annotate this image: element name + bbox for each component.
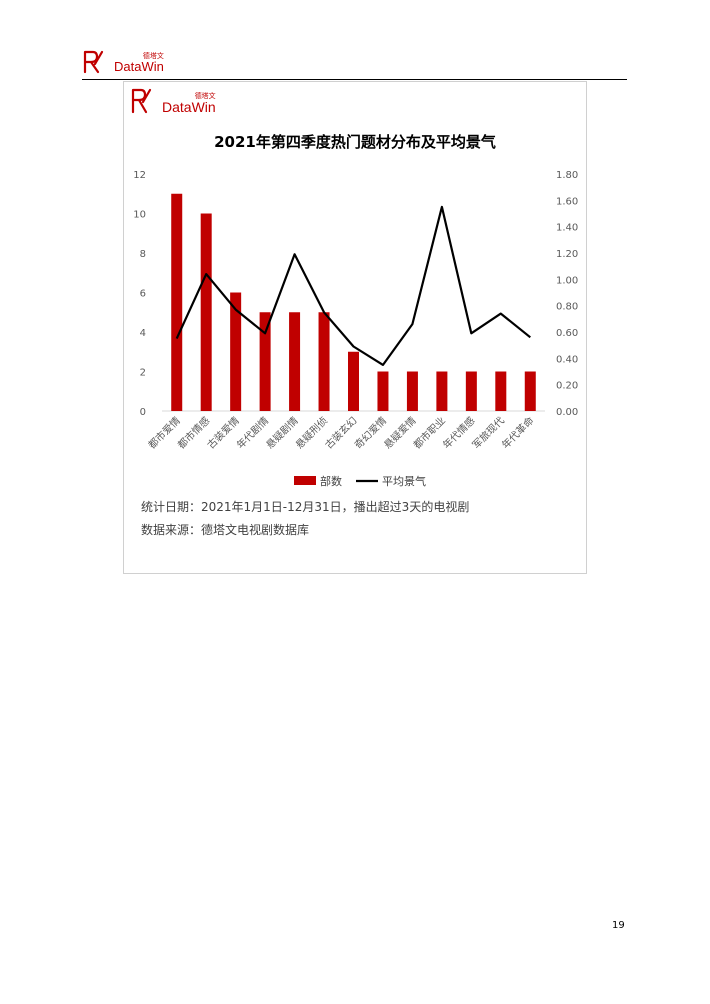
y-right-tick-label: 1.80 (556, 170, 578, 181)
y-left-tick-label: 2 (140, 368, 146, 379)
bar-古装爱情 (230, 292, 242, 411)
bar-古装玄幻 (348, 351, 359, 411)
y-right-tick-label: 0.60 (556, 328, 578, 339)
chart-figure: 德塔文 DataWin 2021年第四季度热门题材分布及平均景气 0 2 4 6 8 10… (123, 81, 587, 574)
y-left-tick-label: 6 (140, 289, 146, 300)
header-logo-en: DataWin (114, 59, 164, 74)
y-left-tick-label: 0 (140, 407, 146, 418)
bar-年代剧情 (259, 312, 271, 411)
y-right-tick-label: 0.80 (556, 302, 578, 313)
chart-plot: 0 2 4 6 8 10 12 0.00 0.20 0.40 0.60 0.80 1.00 1.20 1.4… (133, 170, 578, 488)
y-left-tick-label: 4 (140, 328, 146, 339)
y-left-tick-label: 8 (140, 249, 146, 260)
y-right-tick-label: 1.60 (556, 196, 578, 207)
y-right-tick-label: 1.20 (556, 249, 578, 260)
chart-title: 2021年第四季度热门题材分布及平均景气 (214, 133, 496, 151)
average-prosperity-line (175, 205, 531, 366)
y-right-tick-label: 0.40 (556, 354, 578, 365)
datawin-logo-icon (83, 50, 104, 74)
bar-年代革命 (524, 371, 536, 411)
bar-悬疑爱情 (406, 371, 418, 411)
bar-都市情感 (200, 213, 212, 411)
legend-line-label: 平均景气 (382, 474, 426, 488)
legend-bar-label: 部数 (320, 474, 342, 488)
y-right-tick-label: 0.20 (556, 381, 578, 392)
bar-年代情感 (465, 371, 477, 411)
bar-军旅现代 (495, 371, 507, 411)
bar-悬疑刑侦 (318, 312, 330, 411)
y-right-tick-label: 0.00 (556, 407, 578, 418)
page-header: 德塔文 DataWin (82, 50, 627, 80)
legend-bar-swatch (294, 476, 316, 485)
page-number: 19 (612, 920, 625, 931)
figure-logo-en: DataWin (162, 99, 216, 115)
datawin-logo-icon (131, 88, 152, 114)
y-right-tick-label: 1.40 (556, 223, 578, 234)
bar-都市爱情 (171, 193, 183, 411)
figure-logo: 德塔文 DataWin (130, 88, 216, 114)
figure-logo-cn: 德塔文 (194, 92, 216, 100)
bar-奇幻爱情 (377, 371, 389, 411)
header-logo-cn: 德塔文 (142, 52, 164, 60)
header-rule (82, 79, 627, 80)
header-logo: 德塔文 DataWin (82, 50, 164, 74)
y-left-tick-label: 10 (133, 210, 146, 221)
bar-都市职业 (436, 371, 448, 411)
bar-悬疑剧情 (289, 312, 301, 411)
x-tick-label: 年代革命 (499, 414, 536, 451)
data-source-note: 数据来源：德塔文电视剧数据库 (141, 523, 310, 537)
y-left-tick-label: 12 (133, 170, 146, 181)
y-right-tick-label: 1.00 (556, 275, 578, 286)
statistics-date-note: 统计日期：2021年1月1日-12月31日，播出超过3天的电视剧 (141, 500, 470, 514)
